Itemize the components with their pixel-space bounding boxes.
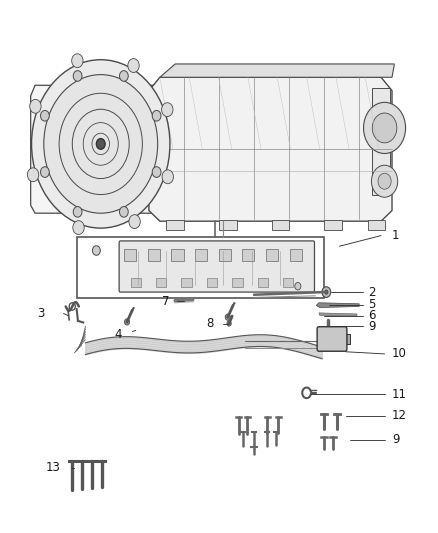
Circle shape <box>162 103 173 117</box>
Bar <box>148 249 160 261</box>
Bar <box>124 249 136 261</box>
Circle shape <box>325 290 328 294</box>
Polygon shape <box>31 85 184 213</box>
Circle shape <box>72 54 83 68</box>
Bar <box>372 88 390 195</box>
Bar <box>166 220 184 230</box>
Bar <box>195 249 207 261</box>
Text: 2: 2 <box>368 286 375 298</box>
Bar <box>171 249 184 261</box>
Text: 5: 5 <box>368 298 375 311</box>
Circle shape <box>120 71 128 82</box>
Text: 9: 9 <box>392 433 399 446</box>
Circle shape <box>378 173 391 189</box>
Bar <box>207 278 217 287</box>
Circle shape <box>124 319 130 325</box>
Circle shape <box>152 167 161 177</box>
Circle shape <box>30 99 41 113</box>
Polygon shape <box>316 303 359 308</box>
Bar <box>219 249 231 261</box>
Text: 10: 10 <box>392 348 407 360</box>
Bar <box>232 278 243 287</box>
Text: 9: 9 <box>368 320 375 333</box>
Circle shape <box>120 206 128 217</box>
FancyBboxPatch shape <box>317 327 347 351</box>
Bar <box>272 220 289 230</box>
Circle shape <box>128 59 139 72</box>
Bar <box>156 278 166 287</box>
Circle shape <box>129 215 140 229</box>
Text: 7: 7 <box>162 295 170 308</box>
Bar <box>290 249 302 261</box>
Circle shape <box>227 321 231 326</box>
Circle shape <box>27 168 39 182</box>
Text: 3: 3 <box>37 307 45 320</box>
Bar <box>368 220 385 230</box>
Text: 8: 8 <box>206 317 213 330</box>
Text: 6: 6 <box>368 309 375 322</box>
Circle shape <box>44 75 158 213</box>
Bar <box>283 278 293 287</box>
Circle shape <box>73 206 82 217</box>
Circle shape <box>364 102 406 154</box>
Circle shape <box>225 314 230 320</box>
Bar <box>219 220 237 230</box>
Bar <box>324 220 342 230</box>
Text: 12: 12 <box>392 409 407 422</box>
Circle shape <box>372 113 397 143</box>
Circle shape <box>295 282 301 290</box>
Bar <box>131 278 141 287</box>
Bar <box>266 249 278 261</box>
Circle shape <box>41 167 49 177</box>
Text: 13: 13 <box>46 462 61 474</box>
Text: 11: 11 <box>392 388 407 401</box>
Bar <box>181 278 192 287</box>
Circle shape <box>371 165 398 197</box>
Text: 1: 1 <box>392 229 399 242</box>
Bar <box>345 334 350 344</box>
Polygon shape <box>160 64 394 77</box>
Circle shape <box>162 170 173 184</box>
Polygon shape <box>149 77 392 221</box>
Polygon shape <box>319 313 357 316</box>
Circle shape <box>152 110 161 121</box>
Bar <box>258 278 268 287</box>
Circle shape <box>32 60 170 228</box>
Circle shape <box>41 110 49 121</box>
Bar <box>242 249 254 261</box>
Circle shape <box>322 287 331 297</box>
Circle shape <box>92 246 100 255</box>
FancyBboxPatch shape <box>119 241 314 292</box>
Circle shape <box>73 71 82 82</box>
Circle shape <box>73 221 84 235</box>
Text: 4: 4 <box>114 328 121 341</box>
Circle shape <box>96 139 105 149</box>
